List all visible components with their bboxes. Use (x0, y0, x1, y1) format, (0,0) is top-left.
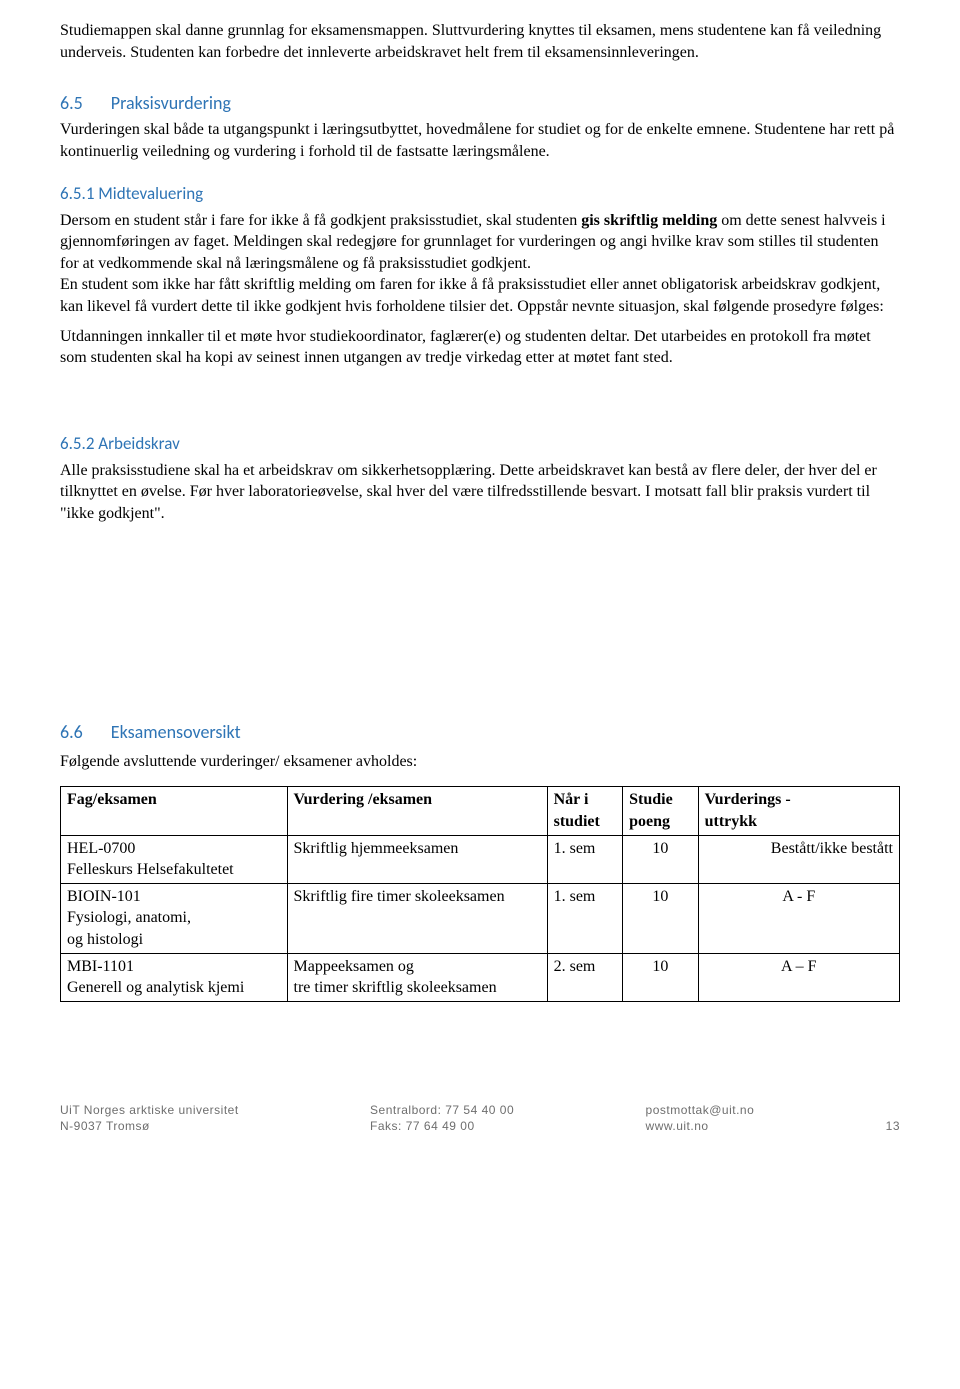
table-header-row: Fag/eksamen Vurdering /eksamen Når i stu… (61, 787, 900, 835)
th-poeng: Studie poeng (623, 787, 699, 835)
th-vurdering: Vurdering /eksamen (287, 787, 547, 835)
td-fag-l2: Felleskurs Helsefakultetet (67, 861, 234, 878)
td-uttrykk: A – F (698, 953, 899, 1001)
intro-paragraph: Studiemappen skal danne grunnlag for eks… (60, 20, 900, 63)
heading-6-6-num: 6.6 (60, 720, 83, 744)
footer-fax: Faks: 77 64 49 00 (370, 1118, 514, 1134)
table-row: MBI-1101 Generell og analytisk kjemi Map… (61, 953, 900, 1001)
footer-col-1: UiT Norges arktiske universitet N-9037 T… (60, 1102, 239, 1134)
para-6-5-2: Alle praksisstudiene skal ha et arbeidsk… (60, 460, 900, 525)
para-6-5-1-bold: gis skriftlig melding (581, 212, 717, 229)
td-fag-l3: og histologi (67, 931, 143, 948)
para-6-5-1-b: En student som ikke har fått skriftlig m… (60, 274, 900, 317)
footer-col-page: 13 (886, 1102, 900, 1134)
td-nar: 2. sem (547, 953, 623, 1001)
td-fag-l2: Fysiologi, anatomi, (67, 909, 191, 926)
td-fag-l1: BIOIN-101 (67, 888, 141, 905)
heading-6-5-num: 6.5 (60, 91, 83, 115)
td-nar: 1. sem (547, 835, 623, 883)
footer-univ: UiT Norges arktiske universitet (60, 1102, 239, 1118)
footer-col-3: postmottak@uit.no www.uit.no (646, 1102, 755, 1134)
footer-email: postmottak@uit.no (646, 1102, 755, 1118)
heading-6-5-2: 6.5.2 Arbeidskrav (60, 433, 900, 456)
td-vurdering: Skriftlig hjemmeeksamen (287, 835, 547, 883)
page-number: 13 (886, 1118, 900, 1134)
th-poeng-l2: poeng (629, 813, 670, 830)
th-fag: Fag/eksamen (61, 787, 288, 835)
heading-6-5-title: Praksisvurdering (111, 92, 231, 114)
exam-table: Fag/eksamen Vurdering /eksamen Når i stu… (60, 786, 900, 1001)
td-vurd-l1: Mappeeksamen og (294, 958, 414, 975)
footer-phone: Sentralbord: 77 54 40 00 (370, 1102, 514, 1118)
td-fag-l2: Generell og analytisk kjemi (67, 979, 244, 996)
td-poeng: 10 (623, 953, 699, 1001)
para-6-6-intro: Følgende avsluttende vurderinger/ eksame… (60, 751, 900, 773)
th-uttrykk: Vurderings - uttrykk (698, 787, 899, 835)
td-fag: MBI-1101 Generell og analytisk kjemi (61, 953, 288, 1001)
page-footer: UiT Norges arktiske universitet N-9037 T… (60, 1102, 900, 1134)
td-vurd-l2: tre timer skriftlig skoleeksamen (294, 979, 497, 996)
td-uttrykk: A - F (698, 883, 899, 953)
th-poeng-l1: Studie (629, 791, 673, 808)
td-fag-l1: HEL-0700 (67, 840, 135, 857)
footer-col-2: Sentralbord: 77 54 40 00 Faks: 77 64 49 … (370, 1102, 514, 1134)
th-uttrykk-l2: uttrykk (705, 813, 757, 830)
td-fag-l1: MBI-1101 (67, 958, 134, 975)
table-row: HEL-0700 Felleskurs Helsefakultetet Skri… (61, 835, 900, 883)
para-6-5-1-c: Utdanningen innkaller til et møte hvor s… (60, 326, 900, 369)
heading-6-5-1: 6.5.1 Midtevaluering (60, 183, 900, 206)
heading-6-6-title: Eksamensoversikt (111, 721, 241, 743)
th-uttrykk-l1: Vurderings - (705, 791, 791, 808)
td-nar: 1. sem (547, 883, 623, 953)
td-fag: BIOIN-101 Fysiologi, anatomi, og histolo… (61, 883, 288, 953)
th-nar: Når i studiet (547, 787, 623, 835)
table-row: BIOIN-101 Fysiologi, anatomi, og histolo… (61, 883, 900, 953)
th-nar-l1: Når i (554, 791, 589, 808)
para-6-5-1-a: Dersom en student står i fare for ikke å… (60, 210, 900, 275)
para-6-5: Vurderingen skal både ta utgangspunkt i … (60, 119, 900, 162)
heading-6-6: 6.6 Eksamensoversikt (60, 720, 900, 744)
td-uttrykk: Bestått/ikke bestått (698, 835, 899, 883)
td-poeng: 10 (623, 883, 699, 953)
td-fag: HEL-0700 Felleskurs Helsefakultetet (61, 835, 288, 883)
th-nar-l2: studiet (554, 813, 600, 830)
td-vurdering: Skriftlig fire timer skoleeksamen (287, 883, 547, 953)
heading-6-5: 6.5 Praksisvurdering (60, 91, 900, 115)
td-poeng: 10 (623, 835, 699, 883)
td-vurdering: Mappeeksamen og tre timer skriftlig skol… (287, 953, 547, 1001)
footer-web: www.uit.no (646, 1118, 755, 1134)
footer-addr: N-9037 Tromsø (60, 1118, 239, 1134)
para-6-5-1-text-a: Dersom en student står i fare for ikke å… (60, 212, 581, 229)
